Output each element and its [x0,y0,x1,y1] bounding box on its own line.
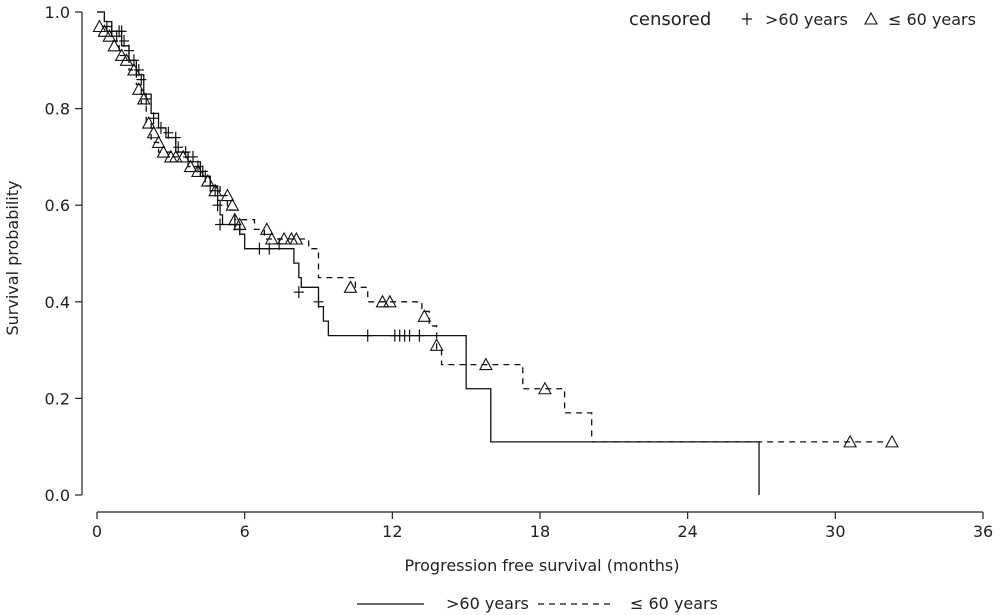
censor-plus-marker [170,131,181,144]
censor-triangle-marker [478,357,493,371]
censor-plus-marker [155,121,166,134]
censor-triangle-marker [382,294,397,308]
x-tick-label: 30 [825,522,845,541]
censor-plus-marker [111,30,122,43]
censor-triangle-marker [97,24,112,37]
censor-triangle-marker [102,29,117,42]
censor-triangle-marker [176,149,191,163]
y-tick-label: 0.8 [45,100,70,119]
censor-plus-marker [264,242,275,255]
censor-plus-marker [212,199,223,212]
censor-triangle-marker [107,38,122,52]
x-tick-label: 24 [677,522,697,541]
y-tick-label: 0.4 [45,293,70,312]
y-tick-label: 0.6 [45,196,70,215]
censor-triangle-marker [156,144,171,158]
censor-triangle-marker [429,338,444,351]
series-over60 [97,11,760,495]
censor-triangle-marker [151,135,166,148]
censor-triangle-marker [264,231,279,245]
censor-plus-marker [148,112,159,125]
censor-triangle-marker [885,434,899,448]
legend-label-under60: ≤ 60 years [630,594,718,613]
series-under60 [92,11,899,448]
censor-triangle-marker [232,217,247,231]
censor-triangle-marker [114,48,129,62]
km-step-line [97,11,885,443]
x-tick-label: 18 [530,522,550,541]
censor-plus-marker [116,25,127,38]
censor-key-plus-icon [742,13,752,25]
censor-plus-marker [414,329,425,342]
censor-plus-marker [123,44,134,57]
censor-triangle-marker [259,222,274,235]
censor-triangle-marker [225,198,240,211]
y-tick-label: 0.2 [45,389,70,408]
censor-plus-marker [163,126,174,139]
censor-plus-marker [254,242,265,255]
axes: 0 6 12 18 24 30 36 0.0 0.2 0.4 0.6 0.8 1.0 [45,3,994,541]
censor-triangle-marker [141,115,156,129]
censor-plus-marker [313,295,324,308]
censor-triangle-marker [227,212,242,226]
legend-label-over60: >60 years [446,594,529,613]
censor-triangle-marker [119,53,134,66]
x-tick-label: 12 [382,522,402,541]
x-ticks: 0 6 12 18 24 30 36 [92,512,993,541]
censor-key-triangle-icon [864,11,878,25]
censor-triangle-marker [183,159,198,173]
censor-triangle-marker [136,91,151,105]
censor-triangle-marker [146,125,161,139]
y-axis-title: Survival probability [3,181,22,336]
y-ticks: 0.0 0.2 0.4 0.6 0.8 1.0 [45,3,82,505]
censor-plus-marker [404,329,415,342]
censor-triangle-marker [126,62,141,76]
censor-plus-marker [362,329,373,342]
censor-plus-marker [293,286,304,299]
censor-key: censored >60 years ≤ 60 years [629,9,976,30]
censor-key-label-under60: ≤ 60 years [888,10,976,29]
censor-triangle-marker [92,19,107,33]
x-axis-title: Progression free survival (months) [405,556,680,575]
legend: >60 years ≤ 60 years [357,594,718,613]
censor-triangle-marker [843,434,858,448]
censor-triangle-marker [289,231,304,245]
censor-plus-marker [141,92,152,105]
censor-triangle-marker [168,149,183,163]
series-layer [92,11,899,495]
censor-key-triangle-icon [864,11,878,25]
censor-triangle-marker [220,188,235,202]
censor-triangle-marker [375,294,390,308]
censor-key-title: censored [629,9,711,30]
km-step-line [97,11,760,495]
censor-triangle-marker [277,231,291,245]
x-tick-label: 0 [92,522,102,541]
censor-key-plus-icon [742,13,752,25]
y-tick-label: 0.0 [45,486,70,505]
censor-triangle-marker [131,82,146,95]
censor-triangle-marker [417,309,432,322]
censor-plus-marker [173,141,184,154]
censor-triangle-marker [190,164,205,177]
censor-plus-marker [119,34,130,47]
censor-plus-marker [187,150,198,163]
censor-plus-marker [136,73,147,86]
censor-triangle-marker [537,381,552,395]
censor-triangle-marker [200,173,215,187]
censor-key-label-over60: >60 years [765,10,848,29]
censor-triangle-marker [343,280,358,293]
y-tick-label: 1.0 [45,3,70,22]
censor-triangle-marker [208,183,223,197]
censor-plus-marker [215,218,226,231]
x-tick-label: 36 [973,522,993,541]
x-tick-label: 6 [240,522,250,541]
